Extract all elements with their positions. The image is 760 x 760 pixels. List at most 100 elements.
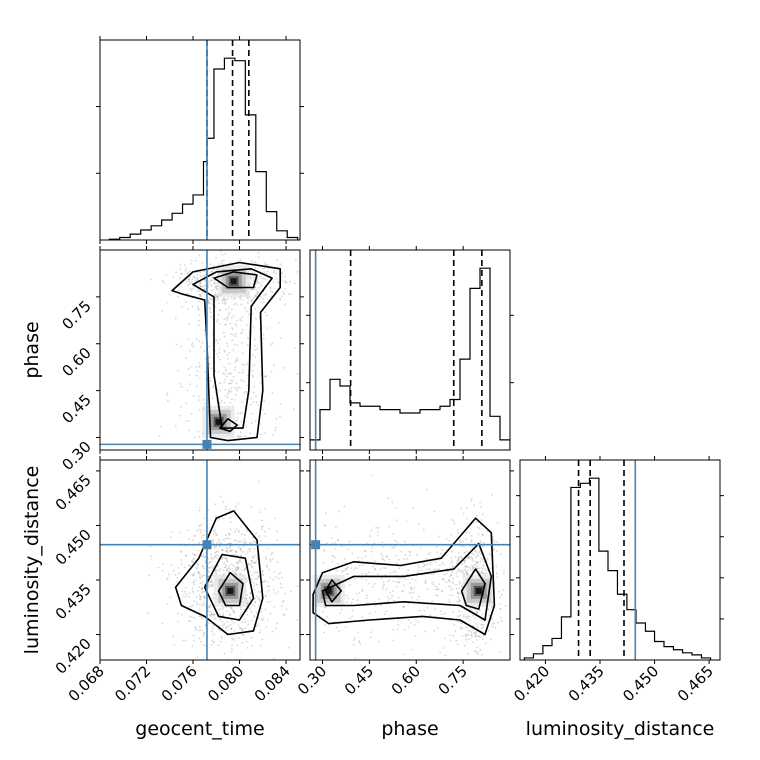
scatter-point — [246, 580, 248, 582]
scatter-point — [432, 584, 435, 586]
panel-background — [520, 460, 720, 660]
scatter-point — [274, 575, 277, 578]
scatter-point — [345, 567, 348, 570]
scatter-point — [243, 569, 246, 572]
scatter-point — [224, 323, 227, 326]
scatter-point — [347, 566, 349, 569]
scatter-point — [250, 288, 253, 291]
scatter-point — [264, 535, 267, 538]
scatter-point — [224, 538, 227, 540]
scatter-point — [262, 337, 265, 340]
scatter-point — [216, 557, 219, 560]
scatter-point — [216, 554, 219, 557]
scatter-point — [465, 635, 467, 638]
scatter-point — [187, 619, 190, 622]
scatter-point — [204, 561, 207, 564]
scatter-point — [450, 573, 453, 576]
scatter-point — [455, 562, 458, 565]
scatter-point — [254, 561, 257, 564]
scatter-point — [175, 271, 178, 274]
scatter-point — [449, 585, 452, 588]
scatter-point — [181, 590, 184, 593]
scatter-point — [226, 625, 228, 628]
scatter-point — [463, 559, 466, 562]
scatter-point — [412, 507, 415, 510]
scatter-point — [208, 622, 210, 625]
scatter-point — [221, 253, 224, 256]
scatter-point — [252, 391, 255, 394]
histogram-border — [309, 249, 511, 451]
scatter-point — [465, 626, 467, 629]
scatter-point — [372, 586, 375, 588]
scatter-point — [382, 554, 384, 557]
scatter-point — [217, 355, 220, 358]
scatter-point — [241, 363, 244, 366]
scatter-point — [229, 528, 232, 531]
scatter-point — [198, 509, 201, 512]
scatter-point — [239, 549, 242, 552]
scatter-point — [198, 409, 201, 411]
scatter-point — [244, 390, 247, 393]
scatter-point — [324, 624, 326, 626]
scatter-point — [212, 633, 215, 636]
scatter-point — [221, 558, 223, 560]
scatter-point — [165, 394, 168, 397]
scatter-point — [211, 585, 214, 588]
scatter-point — [182, 639, 185, 642]
scatter-point — [236, 389, 239, 392]
scatter-point — [221, 627, 224, 629]
scatter-point — [353, 639, 355, 641]
truth-marker — [311, 540, 321, 550]
scatter-point — [448, 539, 451, 542]
scatter-point — [434, 568, 437, 571]
scatter-point — [215, 296, 218, 299]
scatter-point — [259, 629, 262, 632]
contour-inner-left — [324, 579, 343, 603]
scatter-point — [218, 546, 221, 548]
scatter-point — [240, 303, 243, 306]
scatter-point — [235, 419, 238, 422]
scatter-point — [212, 567, 215, 570]
scatter-point — [250, 560, 253, 562]
scatter-point — [277, 577, 280, 580]
scatter-point — [450, 533, 453, 536]
scatter-point — [201, 291, 204, 294]
scatter-point — [172, 276, 175, 279]
density-cell — [325, 587, 332, 594]
scatter-point — [184, 264, 187, 266]
scatter-point — [189, 279, 191, 281]
scatter-point — [263, 301, 265, 303]
scatter-point — [225, 560, 228, 562]
scatter-point — [481, 533, 484, 536]
scatter-point — [201, 581, 204, 584]
scatter-point — [437, 588, 440, 591]
scatter-point — [463, 552, 466, 554]
scatter-point — [448, 599, 451, 601]
scatter-point — [234, 369, 236, 371]
scatter-point — [275, 418, 278, 420]
scatter-point — [239, 297, 242, 299]
scatter-point — [275, 277, 278, 280]
scatter-point — [233, 539, 236, 542]
scatter-point — [175, 343, 178, 346]
scatter-point — [413, 623, 416, 626]
scatter-point — [219, 495, 222, 498]
scatter-point — [476, 612, 478, 614]
scatter-point — [386, 595, 389, 598]
scatter-point — [230, 373, 233, 375]
scatter-point — [282, 600, 284, 603]
scatter-point — [230, 637, 233, 639]
scatter-point — [369, 535, 371, 538]
scatter-point — [254, 344, 257, 347]
scatter-point — [189, 276, 192, 278]
scatter-point — [245, 541, 247, 544]
scatter-point — [347, 597, 350, 599]
scatter-point — [234, 361, 237, 363]
scatter-point — [239, 386, 241, 389]
scatter-point — [263, 294, 266, 297]
scatter-point — [403, 605, 405, 608]
scatter-point — [256, 557, 259, 560]
scatter-point — [405, 520, 408, 523]
scatter-point — [263, 267, 266, 269]
scatter-point — [425, 557, 428, 560]
